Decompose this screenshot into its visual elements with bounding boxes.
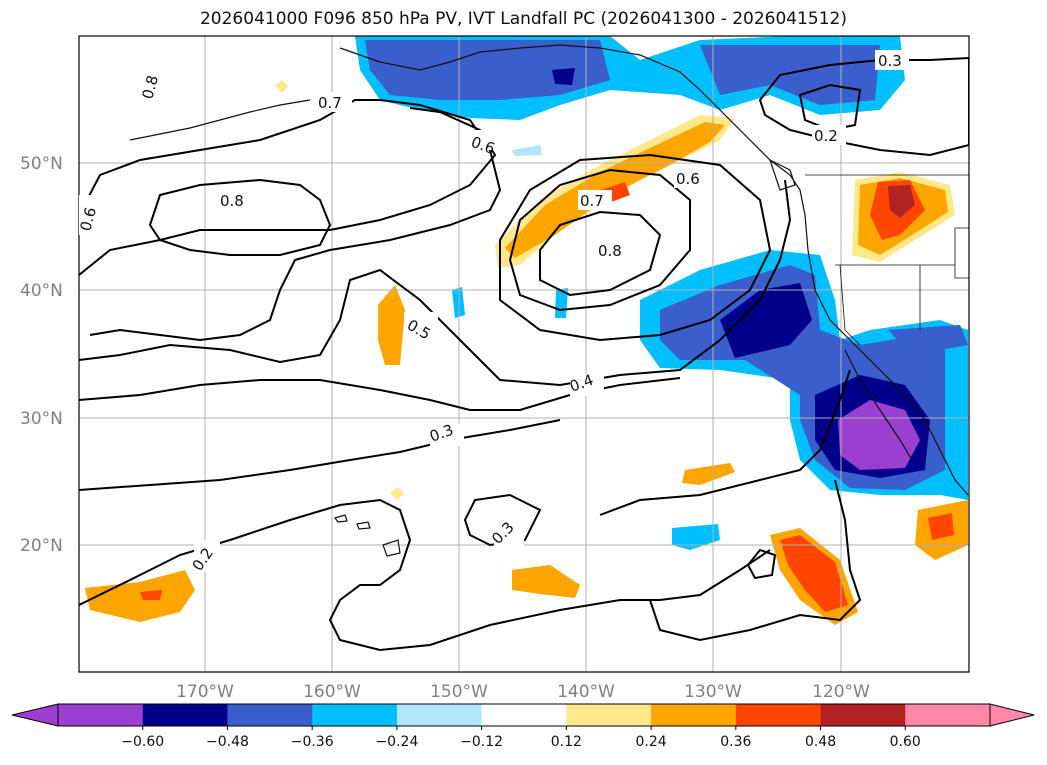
map-panel: 0.8 0.7 0.6 0.3 0.2 0.8 0.6 0.7 0.8 0.6 …: [20, 35, 970, 700]
contour-label: 0.7: [318, 94, 342, 112]
orange-far-west: [85, 570, 195, 622]
longitude-labels: 170°W 160°W 150°W 140°W 130°W 120°W: [176, 682, 870, 700]
orange-20n: [682, 463, 735, 485]
colorbar-segment: [312, 704, 398, 726]
orange-small-a: [378, 285, 405, 365]
contour-0.3-north: [758, 56, 969, 157]
map-title: 2026041000 F096 850 hPa PV, IVT Landfall…: [199, 9, 847, 29]
inland-warm-dark: [888, 185, 915, 218]
lat-label: 50°N: [20, 154, 63, 174]
contour-0.8-west: [148, 178, 332, 256]
navy-region-west: [720, 283, 812, 358]
contour-0.8-center: [539, 210, 662, 297]
contour-label: 0.7: [580, 192, 604, 210]
royal-coastal: [888, 325, 968, 350]
lat-label: 20°N: [20, 536, 63, 556]
coast-baja: [844, 349, 913, 461]
red-far-west: [140, 590, 162, 600]
royal-region-north: [365, 40, 610, 100]
colorbar-frame: [57, 703, 991, 727]
red-tropics: [780, 535, 848, 612]
colorbar-segment: [566, 704, 652, 726]
latitude-labels: 50°N 40°N 30°N 20°N: [20, 154, 63, 556]
contour-0.7-center: [508, 168, 691, 312]
colorbar-segment: [142, 704, 228, 726]
contour-0.2-south: [79, 498, 771, 652]
contour-label: 0.2: [814, 127, 838, 145]
colorbar-tick-label: 0.24: [636, 734, 667, 750]
orange-hawaii-ne: [512, 565, 580, 598]
colorbar-segment: [396, 704, 483, 726]
lat-label: 40°N: [20, 281, 63, 301]
blue-small-d: [512, 145, 542, 156]
contour-label: 0.8: [598, 242, 622, 260]
coast-aleutian: [129, 99, 311, 141]
lon-label: 150°W: [430, 682, 488, 700]
colorbar-tick-label: −0.48: [206, 734, 249, 750]
contour-0.7-west: [79, 99, 502, 342]
pv-contours: [79, 56, 969, 652]
colorbar-segment: [735, 704, 822, 726]
colorbar-tick-label: −0.24: [375, 734, 418, 750]
colorbar-tick-label: 0.12: [551, 734, 582, 750]
hawaii-small-a: [334, 514, 348, 523]
blue-small-a: [672, 524, 720, 550]
navy-spot-north: [552, 68, 575, 85]
hawaii-big: [382, 539, 401, 557]
colorbar-segments: [11, 703, 1035, 727]
contour-label: 0.8: [138, 73, 162, 101]
map-frame: [78, 35, 970, 673]
red-mexico: [928, 513, 954, 540]
contour-label: 0.8: [220, 192, 244, 210]
colorbar-tick-label: −0.60: [121, 734, 164, 750]
colorbar-extend-left: [11, 703, 59, 727]
colorbar-segment: [227, 704, 313, 726]
contour-far-south: [649, 479, 862, 642]
yellow-dot-a: [275, 80, 288, 93]
contour-0.6-center: [499, 153, 772, 342]
lon-label: 130°W: [684, 682, 742, 700]
hawaii-small-b: [356, 521, 371, 530]
colorbar-segment: [58, 704, 144, 726]
borders: [805, 174, 969, 346]
coastlines: [129, 44, 969, 557]
contour-label: 0.6: [76, 205, 100, 233]
lon-label: 170°W: [176, 682, 234, 700]
contour-0.5: [79, 179, 792, 387]
contour-label: 0.6: [676, 170, 700, 188]
royal-region-north-b: [700, 45, 880, 105]
colorbar-segment: [820, 704, 906, 726]
contour-0.3: [79, 419, 561, 491]
colorbar-extend-right: [989, 703, 1035, 727]
contour-0.2-north: [798, 83, 862, 132]
colorbar-ticks: −0.60 −0.48 −0.36 −0.24 −0.12 0.12 0.24 0.36 0.4…: [121, 726, 921, 750]
yellow-dot-b: [390, 487, 404, 500]
contour-south-loop: [599, 369, 851, 516]
colorbar-segment: [481, 704, 567, 726]
contour-label: 0.3: [878, 52, 902, 70]
colorbar-tick-label: 0.36: [720, 734, 751, 750]
lon-label: 160°W: [303, 682, 361, 700]
coast-vancouver: [768, 158, 796, 191]
colorbar-segment: [651, 704, 737, 726]
contour-0.3-hawaii: [463, 493, 542, 547]
lon-label: 120°W: [812, 682, 870, 700]
colorbar-tick-label: −0.36: [291, 734, 334, 750]
colorbar-tick-label: −0.12: [460, 734, 503, 750]
colorbar-tick-label: 0.48: [805, 734, 836, 750]
lat-label: 30°N: [20, 409, 63, 429]
lon-label: 140°W: [557, 682, 615, 700]
contour-tropics: [746, 548, 777, 580]
colorbar-tick-label: 0.60: [890, 734, 921, 750]
shading-layer: [85, 36, 968, 625]
colorbar-segment: [905, 704, 991, 726]
